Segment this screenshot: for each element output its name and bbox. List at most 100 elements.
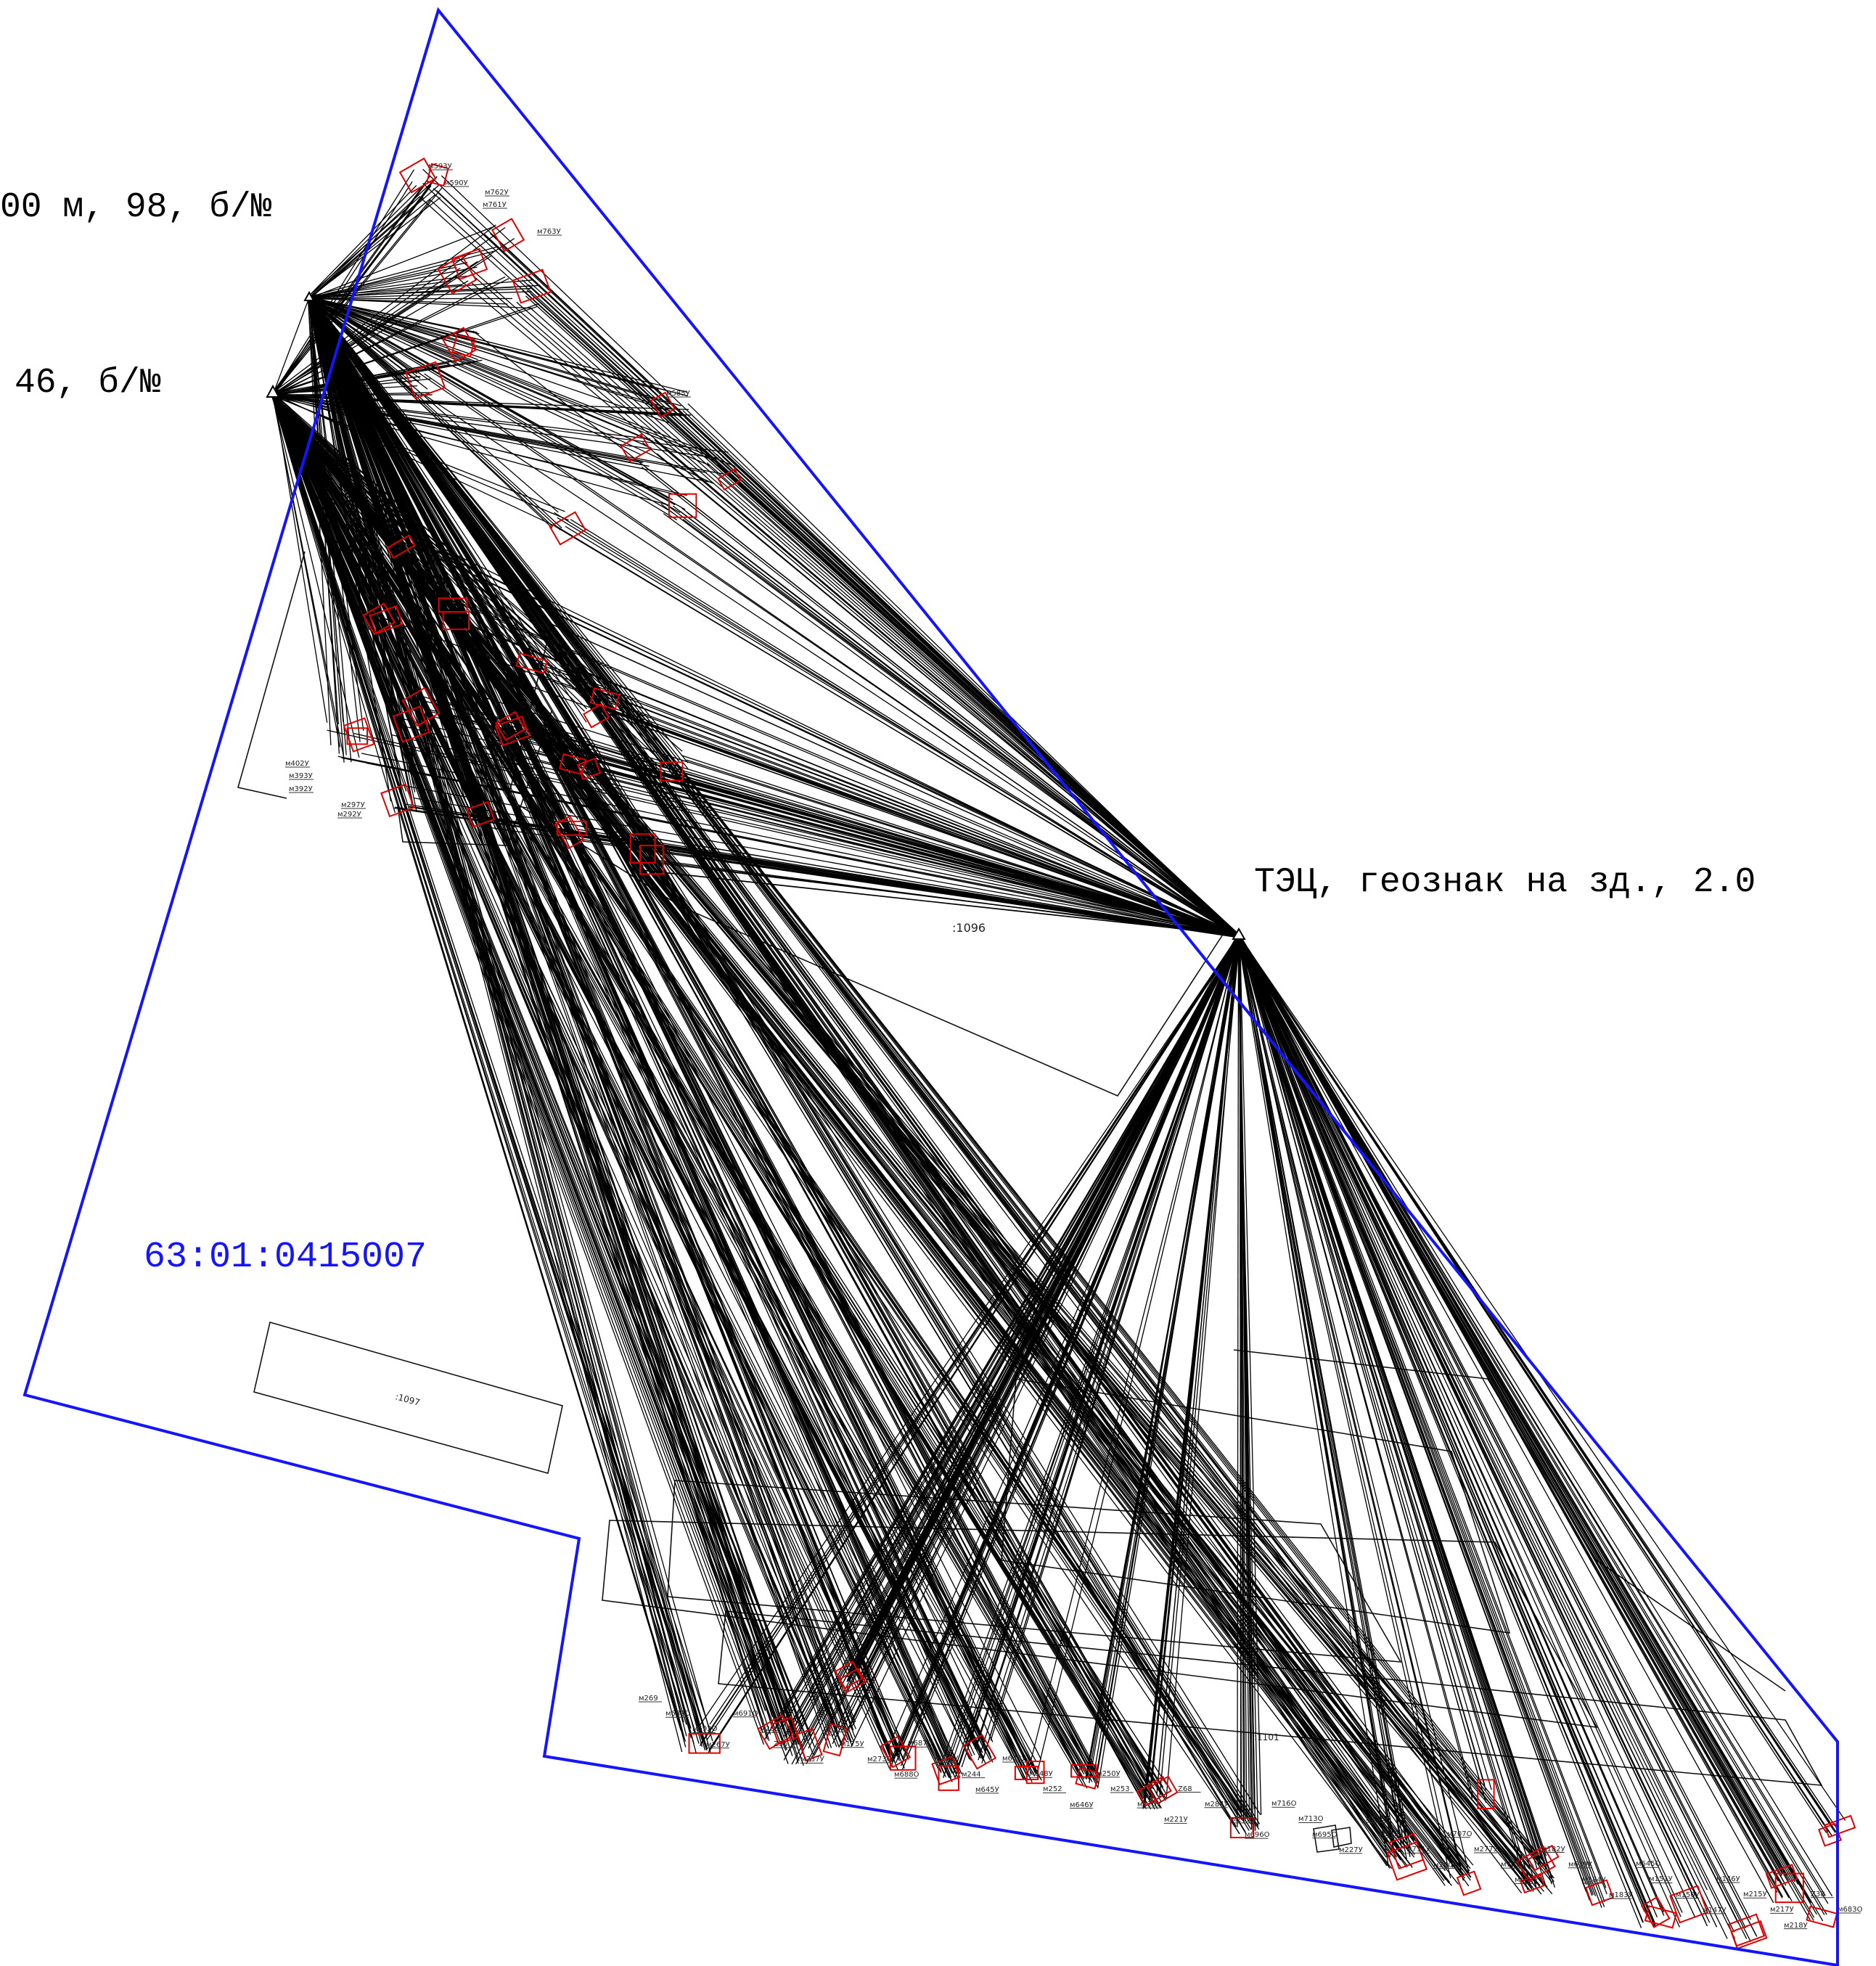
survey-point-label: м761У [483, 201, 507, 209]
survey-point-label: Z38 [1811, 1891, 1825, 1899]
survey-point-label: м691О [733, 1710, 758, 1718]
observation-rays [271, 168, 1846, 1943]
block-south-1 [602, 1520, 1598, 1728]
building-contour [398, 157, 437, 194]
survey-point-label: м711У [1406, 1846, 1430, 1854]
building-contour [1388, 1832, 1425, 1869]
building-contour [1727, 1913, 1766, 1947]
survey-point-label: Z35 [774, 1740, 788, 1748]
building-contour [770, 1716, 800, 1745]
survey-point-label: м253 [1110, 1785, 1130, 1793]
parcel-1097-outline [253, 1321, 563, 1474]
building-contour [1136, 1775, 1172, 1807]
survey-point-label: м147У [1703, 1906, 1727, 1914]
small-square-2 [1331, 1827, 1352, 1848]
building-contour [1456, 1870, 1482, 1896]
building-contour [834, 1660, 864, 1689]
survey-point-label: м639У [1568, 1861, 1592, 1869]
building-contour [1147, 1775, 1179, 1805]
building-contour [629, 833, 656, 864]
parcel-1096-outline [507, 623, 1228, 1097]
building-contour [931, 1756, 961, 1786]
survey-point-label: м645У [975, 1786, 999, 1794]
survey-point-label: Z68 [1178, 1785, 1192, 1793]
survey-point-label: м692О [692, 1725, 718, 1733]
point-label-layer: м593У м590У м762У м761У м763У м585У м402У м393У… [285, 163, 1863, 1930]
survey-point-label: м695О [1312, 1831, 1338, 1839]
building-contour [962, 1734, 997, 1770]
survey-point-label: м716О [1271, 1800, 1297, 1808]
survey-point-label: м269 [639, 1695, 658, 1703]
survey-point-label: м393У [289, 772, 313, 780]
building-contour [494, 710, 526, 742]
survey-point-label: м703О [1501, 1861, 1526, 1869]
parcel-number-1097: :1097 [394, 1391, 421, 1407]
survey-point-label: м268 [760, 1725, 779, 1733]
survey-point-label: м221У [1164, 1816, 1188, 1824]
building-contour [426, 163, 449, 187]
parcel-number-1096: :1096 [952, 921, 986, 935]
contour-west [237, 551, 306, 799]
survey-point-label: м237У [800, 1756, 824, 1764]
building-contour [650, 391, 676, 419]
survey-point-label: м220У [1137, 1801, 1161, 1809]
building-contour [556, 820, 587, 836]
survey-point-label: м392У [289, 785, 313, 793]
building-contour [405, 361, 446, 400]
block-south-3 [1001, 1378, 1511, 1634]
survey-point-label: м215У [1743, 1891, 1767, 1899]
building-contour [1774, 1872, 1804, 1904]
survey-point-label: м277У [1474, 1846, 1498, 1854]
survey-point-label: м151У [1649, 1875, 1673, 1883]
building-contour [1516, 1845, 1556, 1883]
survey-point-label: м175У [840, 1740, 864, 1748]
building-contour [437, 254, 478, 295]
building-contour [451, 247, 488, 281]
building-contour [1527, 1844, 1560, 1872]
survey-point-label: м762У [485, 189, 509, 197]
building-contour [795, 1727, 823, 1762]
building-contour [1075, 1766, 1100, 1790]
survey-point-label: м284У [1205, 1801, 1229, 1809]
building-contour [1519, 1873, 1546, 1894]
building-contour [717, 468, 742, 491]
survey-point-label: м200У [1433, 1861, 1457, 1869]
survey-point-label: м183У [1609, 1891, 1633, 1899]
survey-point-label: м217У [1770, 1906, 1794, 1914]
building-contour [343, 717, 375, 753]
building-contour [465, 800, 496, 828]
building-contour [515, 652, 548, 674]
survey-point-label: м648У [1029, 1770, 1053, 1778]
building-contour [369, 605, 404, 635]
building-contour [757, 1713, 795, 1750]
survey-point-label: м683О [1838, 1906, 1863, 1914]
survey-point-label: м226У [1366, 1815, 1390, 1823]
station-triangle-west [266, 384, 280, 398]
building-contour [660, 761, 684, 782]
building-contour [491, 218, 525, 253]
building-contour [620, 433, 652, 463]
survey-point-label: м643У [1515, 1876, 1539, 1884]
survey-point-label: м297У [341, 801, 365, 809]
station-label-west: 46, б/№ [15, 364, 161, 403]
survey-point-label: м645О [1636, 1860, 1661, 1868]
station-triangle-tec [1232, 927, 1246, 940]
building-contour [362, 602, 396, 636]
building-contour [1669, 1885, 1708, 1924]
parcel-number-1101: :1101 [1254, 1732, 1279, 1742]
survey-point-label: м227У [1339, 1846, 1363, 1854]
survey-point-label: м273О [867, 1756, 893, 1764]
survey-point-label: м184У [1582, 1876, 1606, 1884]
building-contour [837, 1668, 867, 1694]
building-contour [1070, 1764, 1097, 1778]
building-contour [401, 687, 441, 727]
survey-point-label: м707О [1447, 1830, 1472, 1838]
building-contour [494, 715, 531, 747]
survey-point-label: м182У [1541, 1846, 1565, 1854]
building-contour [386, 534, 416, 559]
survey-point-label: м150У [1676, 1891, 1700, 1899]
survey-point-label: м643У [1002, 1755, 1026, 1763]
station-triangle-north [303, 290, 315, 301]
survey-point-label: м292У [337, 811, 361, 819]
